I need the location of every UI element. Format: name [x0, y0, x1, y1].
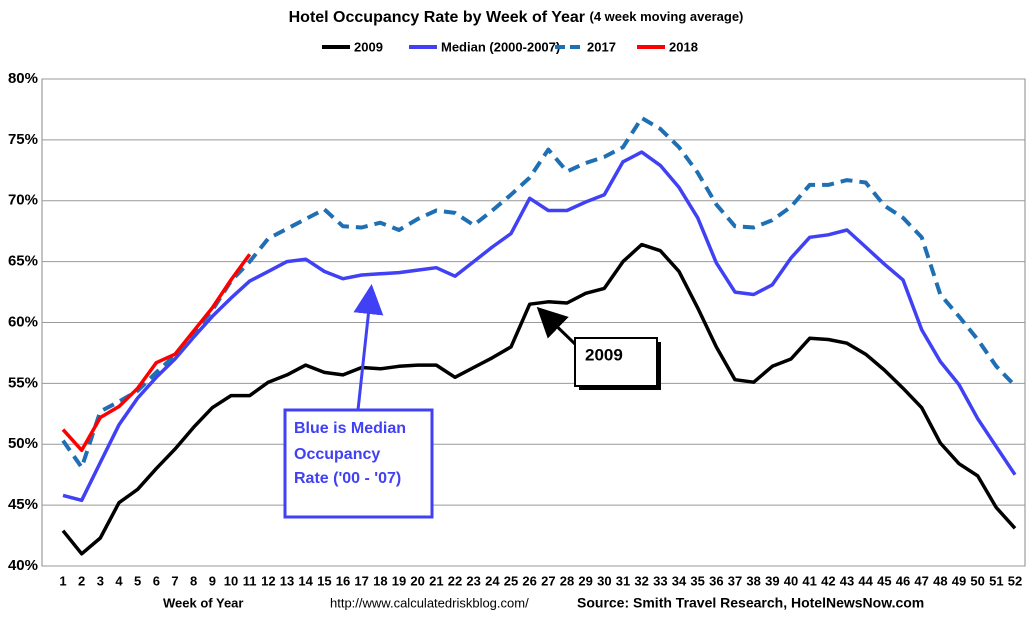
x-tick-label: 6	[153, 573, 160, 588]
annotation-box	[283, 408, 434, 519]
legend-label: 2017	[587, 39, 616, 54]
x-tick-label: 16	[336, 573, 350, 588]
x-tick-label: 15	[317, 573, 331, 588]
y-tick-label: 45%	[8, 496, 38, 513]
x-tick-label: 18	[373, 573, 387, 588]
x-tick-label: 32	[634, 573, 648, 588]
annotation-box	[574, 337, 658, 387]
x-tick-label: 41	[802, 573, 816, 588]
x-tick-label: 37	[728, 573, 742, 588]
annotation: 2009	[585, 345, 623, 364]
x-tick-label: 10	[224, 573, 238, 588]
x-tick-label: 22	[448, 573, 462, 588]
x-tick-label: 51	[989, 573, 1003, 588]
y-tick-label: 80%	[8, 70, 38, 87]
annotation-arrow	[353, 284, 384, 411]
x-tick-label: 28	[560, 573, 574, 588]
series-line	[61, 253, 252, 453]
x-tick-label: 36	[709, 573, 723, 588]
x-tick-label: 2	[78, 573, 85, 588]
y-tick-label: 40%	[8, 557, 38, 574]
series-line	[62, 150, 1017, 503]
x-tick-label: 25	[504, 573, 518, 588]
x-tick-label: 30	[597, 573, 611, 588]
y-tick-label: 75%	[8, 131, 38, 148]
y-tick-label: 60%	[8, 313, 38, 330]
x-tick-label: 49	[952, 573, 966, 588]
x-tick-label: 8	[190, 573, 197, 588]
x-tick-label: 34	[672, 573, 687, 588]
chart-title: Hotel Occupancy Rate by Week of Year	[289, 9, 585, 26]
x-tick-label: 52	[1008, 573, 1022, 588]
annotation: Occupancy	[294, 446, 380, 463]
x-tick-label: 23	[466, 573, 480, 588]
x-tick-label: 31	[616, 573, 630, 588]
x-tick-label: 27	[541, 573, 555, 588]
annotation: Blue is Median	[294, 420, 406, 437]
chart-subtitle: (4 week moving average)	[589, 9, 743, 24]
x-tick-label: 1	[59, 573, 66, 588]
x-tick-label: 17	[354, 573, 368, 588]
x-tick-label: 48	[933, 573, 947, 588]
series-line	[61, 242, 1017, 556]
x-tick-label: 9	[209, 573, 216, 588]
x-tick-label: 20	[410, 573, 424, 588]
y-tick-label: 50%	[8, 435, 38, 452]
x-tick-label: 42	[821, 573, 835, 588]
x-tick-label: 47	[914, 573, 928, 588]
x-tick-label: 44	[858, 573, 873, 588]
x-tick-label: 5	[134, 573, 141, 588]
x-tick-label: 38	[746, 573, 760, 588]
x-tick-label: 39	[765, 573, 779, 588]
x-tick-label: 3	[97, 573, 104, 588]
x-tick-label: 40	[784, 573, 798, 588]
x-tick-label: 7	[171, 573, 178, 588]
lines	[61, 116, 1017, 556]
series-line	[61, 116, 1017, 470]
x-tick-label: 29	[578, 573, 592, 588]
annotation: Rate ('00 - '07)	[294, 470, 401, 487]
title-group: Hotel Occupancy Rate by Week of Year (4 …	[289, 9, 744, 26]
legend-label: 2018	[669, 39, 698, 54]
legend-label: Median (2000-2007)	[441, 39, 560, 54]
x-tick-label: 4	[115, 573, 123, 588]
x-tick-label: 14	[298, 573, 313, 588]
legend: 2009 Median (2000-2007) 2017 2018	[322, 39, 698, 54]
x-tick-label: 21	[429, 573, 443, 588]
y-tick-label: 65%	[8, 253, 38, 270]
x-tick-label: 24	[485, 573, 500, 588]
x-tick-label: 43	[840, 573, 854, 588]
x-tick-label: 11	[243, 573, 257, 588]
x-tick-label: 35	[690, 573, 704, 588]
annotation-arrow	[536, 306, 577, 346]
legend-label: 2009	[354, 39, 383, 54]
x-tick-label: 12	[261, 573, 275, 588]
x-tick-label: 45	[877, 573, 891, 588]
url: http://www.calculatedriskblog.com/	[330, 595, 529, 610]
x-tick-label: 33	[653, 573, 667, 588]
source: Source: Smith Travel Research, HotelNews…	[577, 595, 924, 611]
y-tick-label: 55%	[8, 374, 38, 391]
x-tick-label: 50	[970, 573, 984, 588]
x-axis-label: Week of Year	[163, 595, 243, 610]
x-tick-label: 46	[896, 573, 910, 588]
grid	[42, 78, 1025, 567]
x-tick-label: 26	[522, 573, 536, 588]
y-tick-label: 70%	[8, 192, 38, 209]
x-tick-label: 19	[392, 573, 406, 588]
x-tick-label: 13	[280, 573, 294, 588]
